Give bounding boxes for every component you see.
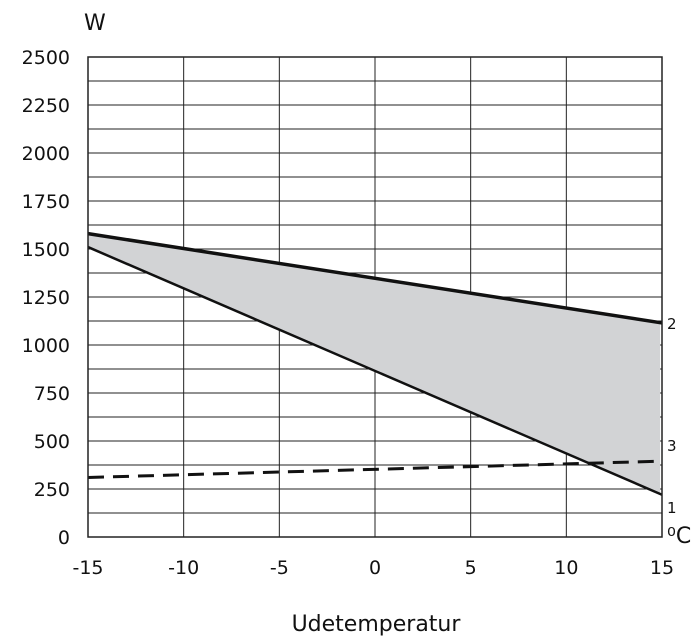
series-label-1: 1	[667, 499, 677, 517]
y-tick-label: 750	[34, 383, 70, 405]
y-tick-label: 1750	[22, 191, 70, 213]
series-label-3: 3	[667, 437, 677, 455]
y-tick-label: 500	[34, 431, 70, 453]
series-line-1	[87, 245, 663, 496]
series-label-2: 2	[667, 315, 677, 333]
x-tick-label: -15	[72, 557, 103, 579]
x-axis-unit-label: ⁰C	[667, 524, 691, 549]
shaded-area	[88, 233, 661, 494]
x-tick-label: -5	[270, 557, 289, 579]
plot-frame	[87, 56, 663, 538]
y-tick-label: 2500	[22, 47, 70, 69]
y-tick-label: 250	[34, 479, 70, 501]
series-line-2	[87, 231, 663, 325]
x-tick-labels: -15 -10 -5 0 5 10 15	[72, 557, 674, 579]
x-tick-label: 5	[465, 557, 477, 579]
y-tick-label: 1250	[22, 287, 70, 309]
y-tick-label: 0	[58, 527, 70, 549]
y-tick-label: 2000	[22, 143, 70, 165]
y-axis-unit-label: W	[84, 11, 106, 36]
series-line-3	[87, 459, 663, 479]
y-tick-label: 1000	[22, 335, 70, 357]
x-tick-label: 15	[650, 557, 674, 579]
y-tick-label: 2250	[22, 95, 70, 117]
series-lines	[87, 231, 663, 496]
x-tick-label: 10	[554, 557, 578, 579]
y-tick-label: 1500	[22, 239, 70, 261]
y-tick-labels: 0 250 500 750 1000 1250 1500 1750 2000 2250 2500	[22, 47, 70, 549]
x-axis-title: Udetemperatur	[292, 612, 462, 637]
series-labels: 1 2 3	[667, 315, 677, 517]
x-tick-label: -10	[168, 557, 199, 579]
x-tick-label: 0	[369, 557, 381, 579]
